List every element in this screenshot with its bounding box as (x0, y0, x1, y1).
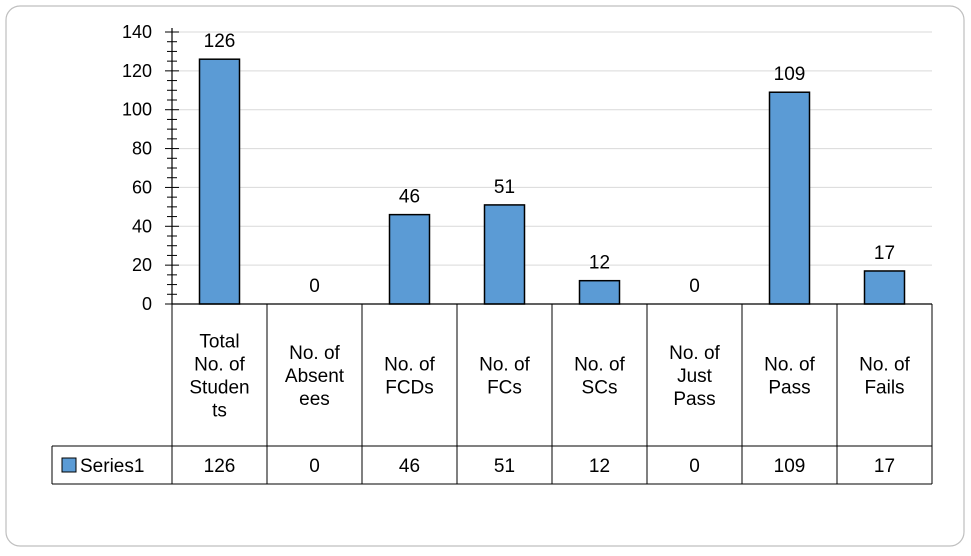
legend-series-name: Series1 (80, 456, 144, 477)
table-value: 17 (874, 456, 895, 477)
bar (768, 91, 811, 305)
y-tick-label: 80 (132, 139, 152, 159)
data-label: 51 (494, 177, 515, 198)
y-tick-label: 60 (132, 177, 152, 197)
table-value: 51 (494, 456, 515, 477)
table-value: 0 (309, 456, 320, 477)
bar (198, 58, 241, 305)
gridlines (172, 31, 932, 266)
y-tick-label: 40 (132, 216, 152, 236)
category-label: No. of Absent ees (285, 343, 345, 410)
bar (578, 279, 621, 305)
category-label: No. of FCs (479, 355, 530, 399)
data-label: 46 (399, 187, 420, 208)
category-label: No. of FCDs (384, 355, 435, 399)
category-label: No. of Fails (859, 355, 910, 399)
axes (165, 28, 179, 305)
data-label: 126 (204, 31, 236, 52)
category-label: No. of Just Pass (669, 343, 720, 410)
y-tick-label: 0 (142, 294, 152, 314)
table-value: 109 (774, 456, 806, 477)
data-label: 109 (774, 64, 806, 85)
data-table: Total No. of Studen ts No. of Absent ees No. of… (51, 303, 933, 485)
bar (483, 204, 526, 305)
table-value: 126 (204, 456, 236, 477)
legend-swatch (61, 457, 77, 473)
y-tick-label: 140 (122, 22, 152, 42)
bar (388, 213, 431, 305)
bar (863, 270, 906, 305)
y-tick-label: 20 (132, 255, 152, 275)
y-tick-label: 120 (122, 61, 152, 81)
data-label: 0 (689, 276, 700, 297)
table-value: 0 (689, 456, 700, 477)
data-label: 17 (874, 243, 895, 264)
category-label: No. of SCs (574, 355, 625, 399)
y-tick-label: 100 (122, 100, 152, 120)
y-tick-labels: 0 20 40 60 80 100 120 140 (122, 22, 152, 314)
data-label: 0 (309, 276, 320, 297)
data-label: 12 (589, 253, 610, 274)
table-value: 12 (589, 456, 610, 477)
data-labels: 126 0 46 51 12 0 109 17 (204, 31, 895, 297)
category-label: No. of Pass (764, 355, 815, 399)
table-value: 46 (399, 456, 420, 477)
category-label: Total No. of Studen ts (189, 332, 249, 422)
